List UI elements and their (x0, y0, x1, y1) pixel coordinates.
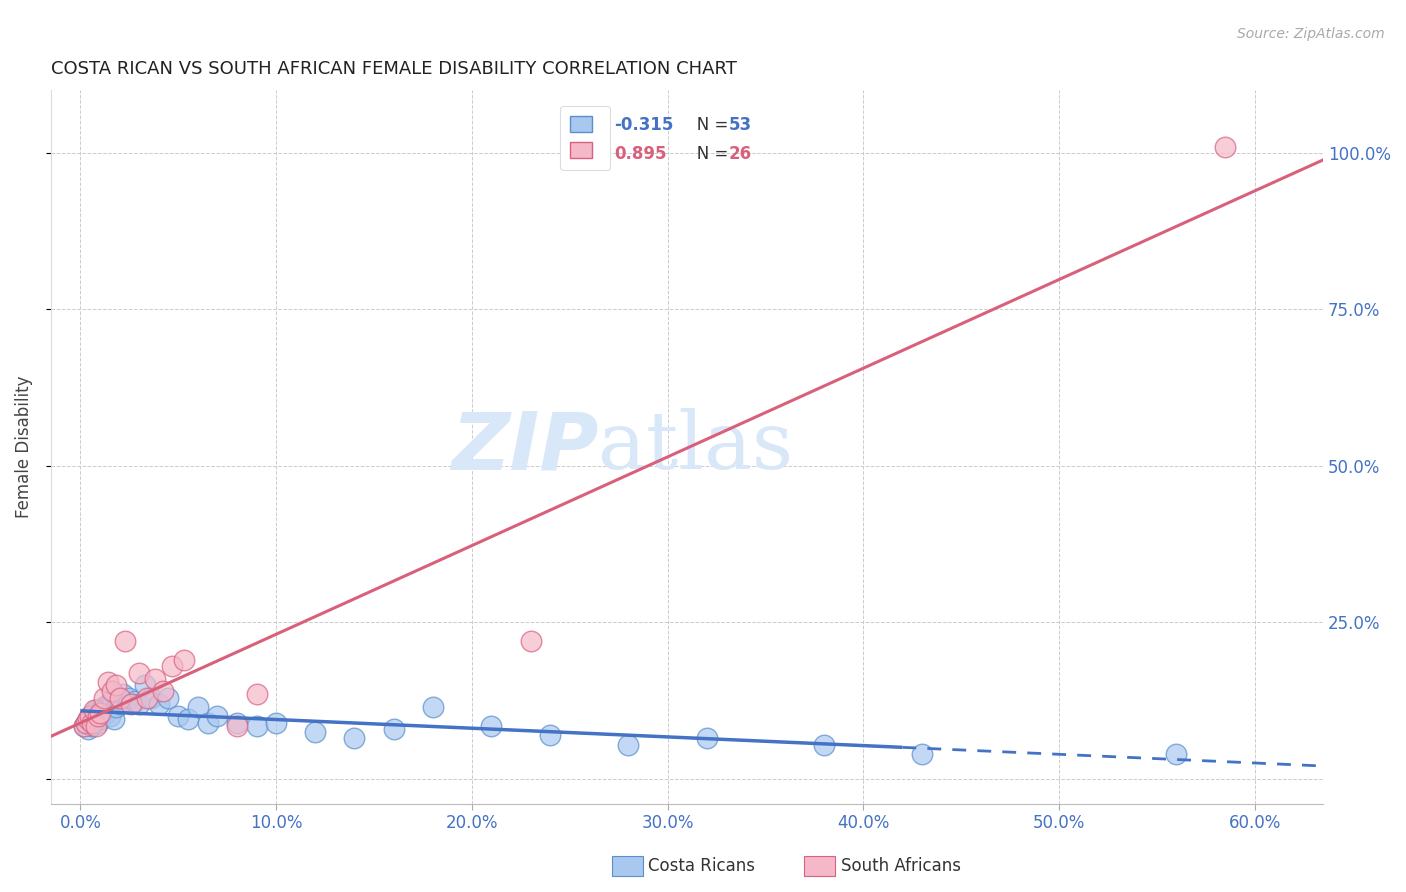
Text: -0.315: -0.315 (614, 116, 673, 134)
Point (207, 709, 229, 723)
Point (75, 715, 97, 730)
Point (134, 678, 156, 692)
Text: Source: ZipAtlas.com: Source: ZipAtlas.com (1237, 27, 1385, 41)
Point (107, 690, 129, 705)
Point (84, 713, 107, 727)
Point (79, 709, 101, 723)
Point (93, 700, 115, 714)
Point (173, 653, 195, 667)
Point (479, 719, 502, 733)
Point (73, 719, 96, 733)
Point (245, 719, 267, 733)
Point (75, 715, 97, 730)
Point (100, 684, 122, 698)
Point (84, 703, 107, 717)
Text: ZIP: ZIP (451, 409, 598, 486)
Point (82, 709, 104, 723)
Point (103, 713, 125, 727)
Point (911, 747, 934, 761)
Text: R =: R = (572, 116, 609, 134)
Text: N =: N = (681, 116, 734, 134)
Point (226, 715, 249, 730)
Point (93, 690, 115, 705)
Point (245, 687, 267, 701)
Point (343, 731, 366, 746)
Point (87, 709, 110, 723)
Point (382, 722, 405, 736)
Point (143, 672, 166, 686)
Point (77, 713, 100, 727)
Point (97, 697, 120, 711)
Point (104, 678, 127, 692)
Point (538, 728, 561, 742)
Point (187, 700, 209, 714)
Point (139, 690, 162, 705)
Text: COSTA RICAN VS SOUTH AFRICAN FEMALE DISABILITY CORRELATION CHART: COSTA RICAN VS SOUTH AFRICAN FEMALE DISA… (51, 60, 737, 78)
Point (157, 690, 180, 705)
Point (89, 713, 111, 727)
Text: South Africans: South Africans (841, 857, 960, 875)
Point (108, 697, 131, 711)
Text: R =: R = (572, 145, 609, 163)
Point (104, 700, 127, 714)
Point (1213, 139, 1236, 153)
Y-axis label: Female Disability: Female Disability (15, 376, 32, 518)
Point (89, 706, 111, 721)
Legend: , : , (561, 106, 610, 170)
Point (84, 719, 107, 733)
Point (118, 690, 141, 705)
Point (82, 719, 104, 733)
Text: 53: 53 (728, 116, 752, 134)
Text: 0.895: 0.895 (614, 145, 666, 163)
Point (1166, 747, 1188, 761)
Point (82, 715, 104, 730)
Point (226, 719, 249, 733)
Point (696, 731, 718, 746)
Text: N =: N = (681, 145, 734, 163)
Point (77, 722, 100, 736)
Point (114, 634, 136, 648)
Point (87, 709, 110, 723)
Point (120, 697, 142, 711)
Point (91, 709, 114, 723)
Point (73, 719, 96, 733)
Point (136, 690, 159, 705)
Point (100, 694, 122, 708)
Point (197, 715, 219, 730)
Point (128, 697, 150, 711)
Point (519, 634, 541, 648)
Point (264, 715, 287, 730)
Point (79, 709, 101, 723)
Point (108, 690, 131, 705)
Point (152, 684, 174, 698)
Point (813, 738, 835, 752)
Text: 26: 26 (728, 145, 752, 163)
Point (79, 715, 101, 730)
Point (83, 706, 105, 721)
Point (112, 687, 135, 701)
Text: atlas: atlas (598, 409, 793, 486)
Point (304, 725, 326, 739)
Point (89, 703, 111, 717)
Point (148, 697, 170, 711)
Point (162, 659, 184, 673)
Point (177, 713, 200, 727)
Point (94, 706, 117, 721)
Point (87, 715, 110, 730)
Point (83, 703, 105, 717)
Point (97, 674, 120, 689)
Point (128, 665, 150, 680)
Point (83, 715, 105, 730)
Point (167, 709, 190, 723)
Point (124, 694, 146, 708)
Point (617, 738, 640, 752)
Point (77, 713, 100, 727)
Point (422, 700, 444, 714)
Text: Costa Ricans: Costa Ricans (648, 857, 755, 875)
Point (98, 709, 121, 723)
